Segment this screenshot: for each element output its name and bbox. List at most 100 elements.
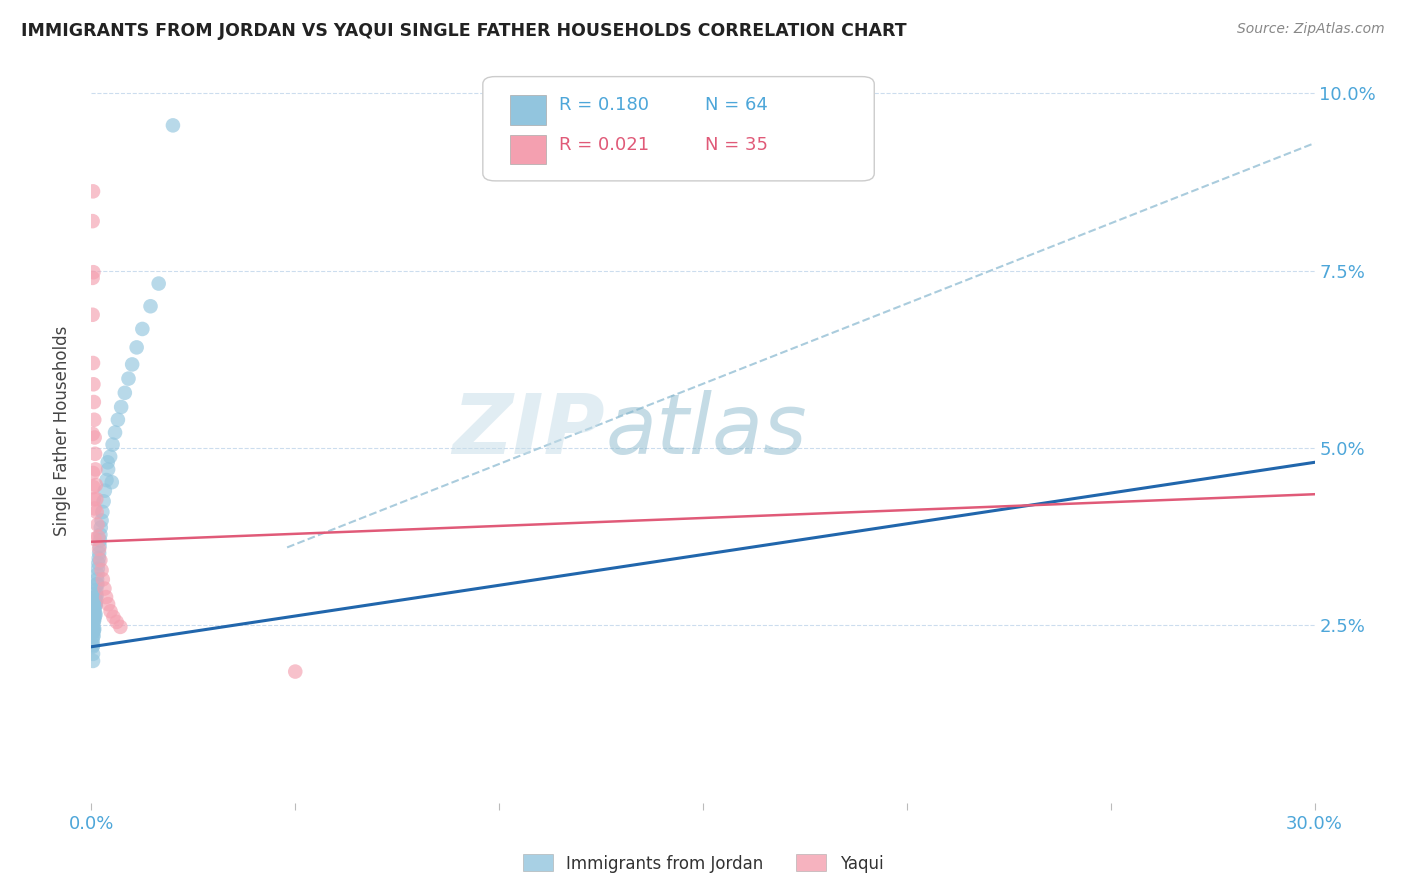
FancyBboxPatch shape: [482, 77, 875, 181]
Point: [97, 462, 120, 476]
Point: [82, 647, 104, 661]
Point: [82, 620, 104, 634]
Point: [83, 606, 105, 620]
Point: [110, 400, 132, 414]
Point: [97, 597, 120, 611]
Point: [162, 119, 184, 133]
Point: [100, 604, 122, 618]
Point: [82, 265, 104, 279]
Point: [96, 473, 118, 487]
Text: atlas: atlas: [605, 390, 807, 471]
Point: [82, 604, 104, 618]
Point: [84, 447, 107, 461]
Point: [82, 426, 104, 441]
Point: [107, 413, 129, 427]
Point: [91, 573, 114, 587]
Point: [86, 577, 108, 591]
Point: [86, 505, 108, 519]
Point: [105, 615, 128, 629]
Point: [104, 425, 127, 440]
Text: Source: ZipAtlas.com: Source: ZipAtlas.com: [1237, 22, 1385, 37]
Point: [82, 654, 104, 668]
Point: [82, 625, 104, 640]
Point: [89, 541, 111, 556]
Point: [82, 356, 104, 370]
Point: [86, 573, 108, 587]
Point: [90, 563, 112, 577]
Y-axis label: Single Father Households: Single Father Households: [52, 326, 70, 535]
Point: [84, 596, 107, 610]
Point: [98, 450, 121, 464]
Point: [125, 340, 148, 354]
Point: [89, 546, 111, 560]
Point: [84, 590, 107, 604]
Point: [110, 620, 132, 634]
Point: [84, 462, 107, 476]
Point: [284, 665, 307, 679]
Point: [117, 371, 139, 385]
Point: [83, 599, 105, 613]
Point: [90, 513, 112, 527]
Point: [89, 527, 111, 541]
Point: [91, 505, 114, 519]
Point: [82, 629, 104, 643]
Point: [84, 492, 107, 507]
Point: [82, 466, 104, 480]
Text: N = 35: N = 35: [706, 136, 769, 154]
Point: [86, 517, 108, 532]
Point: [83, 615, 105, 629]
Point: [89, 533, 111, 548]
Point: [83, 492, 105, 507]
Point: [84, 586, 107, 600]
Text: R = 0.180: R = 0.180: [558, 96, 648, 114]
Point: [131, 322, 153, 336]
Point: [101, 475, 124, 490]
Point: [90, 520, 112, 534]
Point: [89, 553, 111, 567]
Point: [82, 611, 104, 625]
Point: [82, 622, 104, 636]
Point: [121, 358, 143, 372]
Point: [82, 271, 104, 285]
Point: [82, 615, 104, 629]
Point: [82, 308, 104, 322]
Point: [139, 299, 162, 313]
Point: [84, 593, 107, 607]
Point: [83, 610, 105, 624]
Point: [103, 610, 125, 624]
Text: N = 64: N = 64: [706, 96, 768, 114]
Point: [83, 430, 105, 444]
Point: [83, 622, 105, 636]
Point: [83, 613, 105, 627]
Point: [83, 532, 105, 546]
Point: [82, 629, 104, 643]
Point: [83, 624, 105, 639]
Point: [83, 413, 105, 427]
Text: IMMIGRANTS FROM JORDAN VS YAQUI SINGLE FATHER HOUSEHOLDS CORRELATION CHART: IMMIGRANTS FROM JORDAN VS YAQUI SINGLE F…: [21, 22, 907, 40]
Text: ZIP: ZIP: [453, 390, 605, 471]
Point: [84, 478, 107, 492]
Point: [89, 539, 111, 553]
Point: [82, 638, 104, 652]
Point: [84, 599, 107, 613]
Point: [83, 501, 105, 516]
Bar: [510, 135, 547, 164]
Point: [87, 530, 110, 544]
Legend: Immigrants from Jordan, Yaqui: Immigrants from Jordan, Yaqui: [516, 847, 890, 880]
Point: [87, 562, 110, 576]
Point: [148, 277, 170, 291]
Text: R = 0.021: R = 0.021: [558, 136, 648, 154]
Point: [101, 437, 124, 451]
Point: [84, 606, 107, 620]
Point: [97, 455, 120, 469]
Point: [93, 582, 115, 596]
Point: [94, 483, 117, 498]
Point: [82, 480, 104, 494]
Point: [84, 607, 107, 622]
Point: [83, 603, 105, 617]
Bar: [510, 95, 547, 125]
Point: [83, 395, 105, 409]
Point: [84, 582, 107, 597]
Point: [86, 589, 108, 603]
Point: [114, 385, 136, 400]
